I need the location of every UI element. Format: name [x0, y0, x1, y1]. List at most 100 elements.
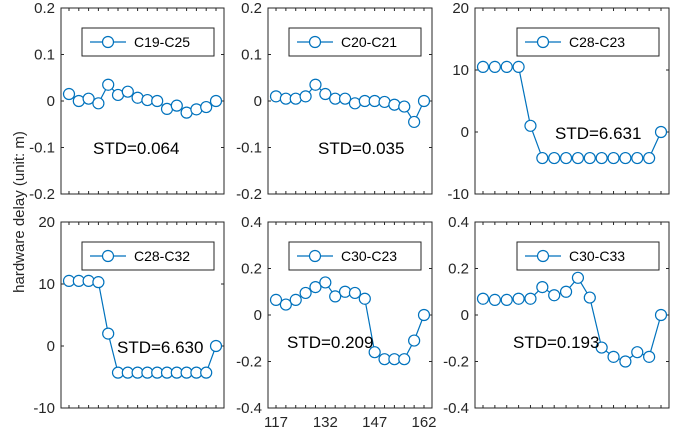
legend-marker-icon — [308, 35, 322, 49]
data-point — [269, 293, 283, 306]
data-point — [398, 100, 411, 113]
data-point — [408, 115, 421, 129]
data-point — [200, 100, 213, 114]
data-point — [121, 85, 134, 98]
subplot-c19-c25: -0.2 -0.1 0 0.1 0.2 C19-C25 STD=0.064 — [29, 0, 225, 203]
y-tick-label: -0.1 — [29, 140, 55, 157]
data-point — [269, 90, 283, 103]
legend-label: C30-C33 — [569, 248, 625, 264]
data-point — [524, 119, 537, 132]
y-tick-label: 0 — [461, 124, 469, 141]
y-tick-label: 10 — [452, 62, 469, 79]
data-point — [82, 92, 95, 105]
std-annotation: STD=6.631 — [555, 124, 641, 143]
y-tick-label: 0 — [254, 307, 262, 324]
legend-marker-icon — [101, 35, 115, 49]
data-point — [654, 308, 668, 322]
x-tick-label: 117 — [264, 414, 288, 431]
y-tick-label: 0.1 — [34, 47, 55, 64]
data-point — [319, 87, 332, 101]
data-point — [329, 290, 342, 303]
legend-label: C20-C21 — [341, 34, 397, 50]
data-point — [571, 151, 585, 165]
data-point — [309, 78, 322, 91]
y-tick-label: -0.4 — [443, 400, 469, 417]
data-point — [643, 151, 656, 165]
std-annotation: STD=0.193 — [513, 333, 599, 352]
data-point — [643, 350, 656, 363]
data-point — [607, 151, 620, 165]
data-point — [338, 92, 352, 105]
std-annotation: STD=6.630 — [117, 338, 203, 357]
data-point — [348, 286, 362, 300]
data-point — [417, 308, 431, 322]
data-point — [190, 103, 203, 116]
legend-marker-icon — [536, 35, 550, 49]
legend-label: C19-C25 — [134, 34, 190, 50]
data-point — [595, 151, 608, 165]
data-point — [500, 293, 513, 306]
data-point — [151, 94, 164, 108]
data-point — [595, 341, 608, 354]
data-point — [571, 271, 585, 284]
data-point — [619, 151, 632, 165]
data-point — [476, 292, 490, 305]
legend: C28-C23 — [516, 27, 660, 57]
y-tick-label: -10 — [33, 400, 55, 417]
data-point — [209, 339, 223, 353]
x-tick-label: 132 — [313, 414, 338, 431]
data-point — [102, 78, 115, 91]
legend-label: C28-C23 — [569, 34, 625, 50]
subplot-c28-c23: -10 0 10 20 C28-C23 STD=6.631 — [447, 0, 670, 203]
data-point — [62, 87, 76, 101]
y-tick-label: -0.2 — [236, 354, 262, 371]
data-point — [488, 60, 501, 74]
y-tick-label: -0.2 — [443, 354, 469, 371]
data-point — [200, 366, 213, 379]
y-tick-label: -0.4 — [236, 400, 262, 417]
x-tick-label: 147 — [362, 414, 387, 431]
y-tick-label: 0.2 — [241, 0, 262, 17]
std-annotation: STD=0.035 — [318, 139, 404, 158]
data-point — [408, 334, 421, 347]
y-tick-label: 0 — [47, 338, 55, 355]
data-point — [631, 346, 644, 359]
legend: C28-C32 — [81, 241, 215, 271]
legend: C30-C23 — [288, 241, 422, 271]
data-point — [559, 285, 573, 298]
data-point — [398, 353, 411, 366]
y-tick-label: 0.1 — [241, 47, 262, 64]
data-point — [583, 291, 596, 304]
subplot-c30-c33: -0.4 -0.2 0 0.2 0.4 C30-C33 STD=0.193 — [443, 214, 670, 417]
data-point — [319, 276, 332, 289]
y-tick-label: 0.2 — [34, 0, 55, 17]
data-point — [358, 292, 371, 305]
subplot-c28-c32: -10 0 10 20 C28-C32 STD=6.630 — [33, 214, 225, 417]
data-point — [289, 293, 302, 306]
subplot-c20-c21: -0.2 -0.1 0 0.1 0.2 C20-C21 STD=0.035 — [236, 0, 433, 203]
data-point — [388, 98, 401, 111]
y-tick-label: -0.1 — [236, 140, 262, 157]
legend-label: C30-C23 — [341, 248, 397, 264]
std-annotation: STD=0.209 — [287, 333, 373, 352]
data-point — [476, 60, 490, 74]
data-point — [536, 151, 549, 165]
legend: C30-C33 — [516, 241, 660, 271]
data-point — [170, 99, 183, 112]
data-point — [548, 289, 561, 302]
data-point — [619, 355, 632, 368]
std-annotation: STD=0.064 — [93, 139, 179, 158]
data-point — [299, 90, 312, 103]
data-point — [536, 281, 549, 294]
y-tick-label: 0.2 — [448, 261, 469, 278]
data-point — [102, 327, 115, 340]
subplot-c30-c23: -0.4 -0.2 0 0.2 0.4 117 132 147 162 C30-C23 STD=0.… — [236, 214, 436, 431]
y-tick-label: 20 — [38, 214, 55, 231]
data-point — [583, 151, 596, 165]
data-point — [524, 292, 537, 305]
data-point — [559, 151, 573, 165]
y-tick-label: 0.4 — [241, 214, 262, 231]
legend-marker-icon — [308, 249, 322, 263]
y-tick-label: 10 — [38, 276, 55, 293]
